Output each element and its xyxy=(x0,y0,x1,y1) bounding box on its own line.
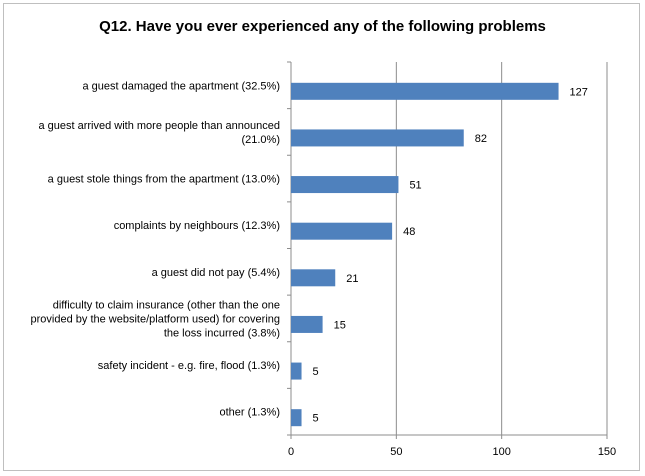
bar xyxy=(291,82,559,100)
bar xyxy=(291,176,399,194)
bar-value-label: 5 xyxy=(313,366,319,378)
category-label-line: a guest damaged the apartment (32.5%) xyxy=(82,80,280,92)
bar xyxy=(291,269,336,287)
x-tick-label: 100 xyxy=(492,446,510,458)
category-label-line: the loss incurred (3.8%) xyxy=(164,327,280,339)
category-label: complaints by neighbours (12.3%) xyxy=(114,220,280,232)
chart-title: Q12. Have you ever experienced any of th… xyxy=(99,18,546,35)
category-label-line: a guest arrived with more people than an… xyxy=(38,120,280,132)
category-label: a guest did not pay (5.4%) xyxy=(152,267,280,279)
category-label-line: safety incident - e.g. fire, flood (1.3%… xyxy=(98,360,280,372)
bar-value-label: 21 xyxy=(346,273,358,285)
bar-value-label: 48 xyxy=(403,226,415,238)
category-label: safety incident - e.g. fire, flood (1.3%… xyxy=(98,360,280,372)
bar xyxy=(291,222,393,240)
bar xyxy=(291,362,302,380)
category-label-line: a guest did not pay (5.4%) xyxy=(152,267,280,279)
bar-value-label: 15 xyxy=(334,319,346,331)
bar xyxy=(291,315,323,333)
bar-value-label: 5 xyxy=(313,413,319,425)
x-tick-label: 0 xyxy=(288,446,294,458)
category-label: difficulty to claim insurance (other tha… xyxy=(31,299,280,339)
bar-value-label: 82 xyxy=(475,133,487,145)
category-label-line: (21.0%) xyxy=(241,134,280,146)
bar xyxy=(291,129,464,147)
category-label-line: other (1.3%) xyxy=(219,407,280,419)
category-label-line: a guest stole things from the apartment … xyxy=(48,174,280,186)
x-tick-label: 50 xyxy=(390,446,402,458)
category-label-line: complaints by neighbours (12.3%) xyxy=(114,220,280,232)
bar-value-label: 51 xyxy=(409,180,421,192)
bar xyxy=(291,409,302,427)
bar-value-label: 127 xyxy=(570,86,588,98)
category-label-line: difficulty to claim insurance (other tha… xyxy=(53,299,280,311)
category-label: a guest arrived with more people than an… xyxy=(38,120,280,146)
x-tick-label: 150 xyxy=(598,446,616,458)
category-label: a guest stole things from the apartment … xyxy=(48,174,280,186)
category-label-line: provided by the website/platform used) f… xyxy=(31,313,280,325)
category-label: other (1.3%) xyxy=(219,407,280,419)
category-label: a guest damaged the apartment (32.5%) xyxy=(82,80,280,92)
